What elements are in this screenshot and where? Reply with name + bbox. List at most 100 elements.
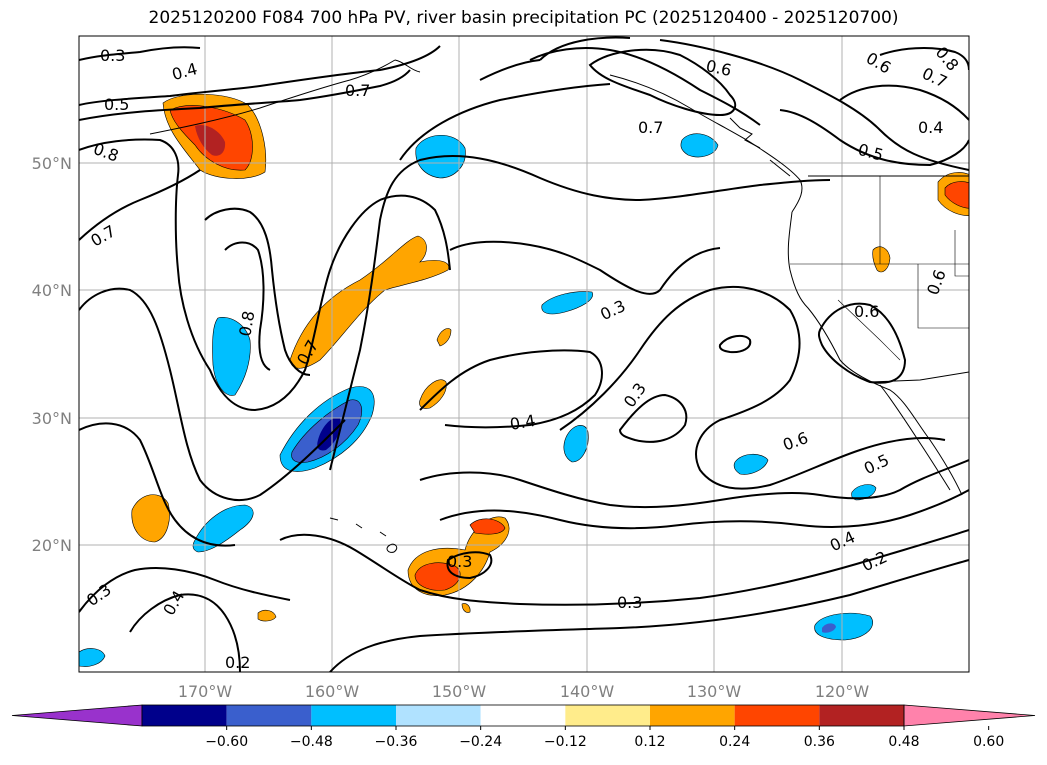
contour-label: 0.7: [638, 118, 663, 137]
gridlines: [79, 36, 969, 672]
shade-orange-coast: [872, 246, 891, 273]
contour-label: 0.5: [861, 450, 892, 478]
coastlines: [149, 59, 969, 553]
colorbar-segment: [650, 705, 735, 726]
contour-line: [204, 207, 311, 376]
shade-cyan-south: [814, 613, 874, 641]
colorbar-extend-high: [903, 704, 1036, 727]
shade-orange-mid1: [419, 379, 447, 409]
colorbar-segment: [396, 705, 481, 726]
contour-line: [79, 69, 411, 121]
colorbar-tick-label: 0.24: [719, 734, 750, 750]
contour-line: [446, 551, 493, 580]
colorbar-tick-label: −0.12: [544, 734, 587, 750]
state-border-3: [879, 176, 969, 329]
map-content: 0.3 0.4 0.5 0.8 0.7 0.7 0.8 0.7 0.6 0.6 …: [79, 36, 969, 672]
contour-line: [618, 393, 688, 443]
colorbar-segment: [480, 705, 566, 726]
lon-label-140w: 140°W: [560, 682, 615, 701]
hawaii-islands: [329, 517, 398, 553]
canada-coast-islands: [729, 117, 791, 177]
lon-label-120w: 120°W: [815, 682, 870, 701]
contour-line: [419, 349, 603, 429]
contour-line: [419, 459, 969, 509]
contour-line: [79, 138, 451, 412]
contour-line: [399, 83, 611, 161]
contour-label: 0.4: [170, 59, 200, 84]
contour-label: 0.5: [856, 140, 886, 165]
contour-line: [539, 36, 969, 171]
colorbar-extend-low: [11, 704, 143, 727]
contour-label: 0.7: [87, 221, 119, 250]
contour-line: [817, 302, 907, 384]
contour-label: 0.4: [918, 118, 943, 137]
contour-line: [479, 59, 969, 167]
contour-label: 0.4: [508, 411, 536, 434]
contour-line: [329, 155, 831, 471]
shade-cyan-mid: [541, 291, 593, 315]
lat-label-50n: 50°N: [32, 154, 72, 173]
shade-red-ne: [944, 181, 969, 209]
shade-cyan-west: [212, 317, 251, 396]
contour-label: 0.3: [100, 46, 125, 65]
colorbar-tick-label: 0.48: [888, 734, 919, 750]
colorbar-segment: [734, 705, 820, 726]
shade-cyan-sw: [192, 504, 254, 553]
contour-label: 0.5: [104, 95, 129, 114]
contour-line: [224, 241, 271, 371]
alaska-gulf-coast: [609, 74, 803, 213]
colorbar-tick-label: −0.60: [205, 734, 248, 750]
contour-label: 0.6: [704, 56, 733, 80]
lon-label-160w: 160°W: [305, 682, 360, 701]
contour-line: [129, 593, 241, 672]
colorbar-segment: [142, 705, 227, 726]
colorbar-tick-label: −0.48: [290, 734, 333, 750]
colorbar: −0.60 −0.48 −0.36 −0.24 −0.12 0.12 0.24 0.36 0.4…: [11, 704, 1036, 750]
contour-line: [588, 48, 737, 117]
pv-contours: [79, 36, 969, 672]
contour-label: 0.3: [447, 552, 472, 571]
contour-line: [79, 45, 441, 106]
shade-blue-south: [822, 623, 836, 633]
shade-orange-sw: [131, 494, 170, 543]
colorbar-segment: [819, 705, 904, 726]
colorbar-tick-label: 0.60: [973, 734, 1004, 750]
contour-line: [529, 47, 761, 126]
colorbar-tick-label: −0.24: [459, 734, 502, 750]
lon-label-170w: 170°W: [178, 682, 233, 701]
shade-orange-mid2: [436, 328, 452, 347]
contour-label: 0.4: [159, 587, 188, 619]
contour-line: [79, 287, 346, 501]
contour-label: 0.3: [620, 379, 650, 411]
west-coast: [787, 211, 963, 496]
baja-coast: [879, 384, 951, 491]
shade-red-hawaii2: [469, 518, 506, 535]
colorbar-tick-label: −0.36: [375, 734, 418, 750]
contour-label: 0.6: [923, 267, 950, 297]
lat-label-20n: 20°N: [32, 536, 72, 555]
contour-line: [79, 46, 201, 61]
lon-axis: 170°W 160°W 150°W 140°W 130°W 120°W: [178, 682, 870, 701]
us-mexico-border: [869, 371, 969, 383]
figure-title: 2025120200 F084 700 hPa PV, river basin …: [148, 8, 899, 28]
colorbar-tick-label: 0.36: [804, 734, 835, 750]
lon-label-150w: 150°W: [432, 682, 487, 701]
contour-label: 0.3: [83, 580, 115, 610]
contour-line: [718, 334, 752, 354]
lon-label-130w: 130°W: [687, 682, 742, 701]
alaska-peninsula-coast: [149, 59, 421, 135]
contour-line: [279, 529, 969, 606]
lat-axis: 50°N 40°N 30°N 20°N: [32, 154, 72, 555]
colorbar-segment: [226, 705, 312, 726]
contour-label: 0.2: [225, 653, 250, 672]
shade-cyan-east1: [733, 453, 769, 475]
contour-line: [449, 240, 721, 295]
contour-line: [559, 286, 946, 490]
contour-label: 0.3: [617, 593, 642, 612]
shade-darkred-aleutian: [195, 124, 226, 156]
contour-label: 0.8: [235, 309, 258, 337]
contour-line: [439, 489, 969, 530]
shade-orange-small2: [461, 603, 471, 613]
colorbar-frame: [141, 704, 905, 727]
